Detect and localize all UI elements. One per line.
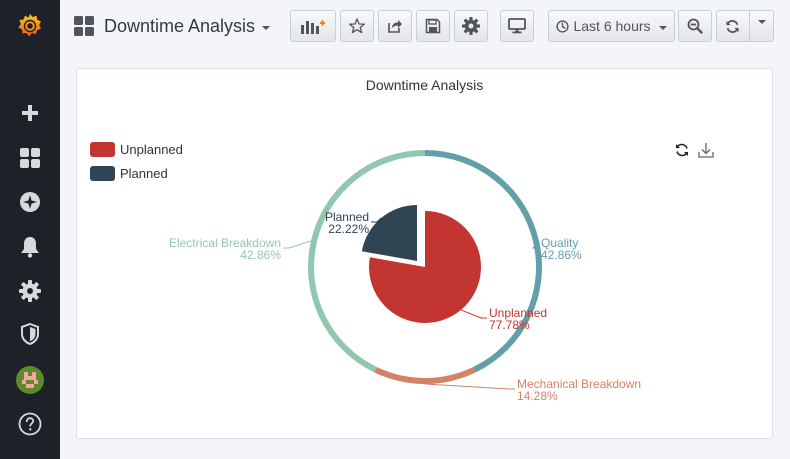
outer-slice-mechanical-breakdown[interactable] [374, 367, 476, 384]
zoom-out-button[interactable] [678, 10, 712, 42]
outer-label-line [283, 240, 312, 249]
star-icon [349, 18, 365, 34]
dashboard-title: Downtime Analysis [104, 15, 256, 36]
legend-item-planned[interactable]: Planned [90, 161, 183, 185]
dashboard-grid-icon [74, 16, 94, 36]
add-panel-button[interactable] [290, 10, 336, 42]
outer-slice-percent-electrical-breakdown: 42.86% [240, 248, 281, 262]
inner-slice-percent-unplanned: 77.78% [489, 318, 530, 332]
chevron-down-icon [262, 26, 271, 30]
pie-chart-panel: Downtime Analysis Unplanned Planned Qual… [76, 68, 773, 439]
add-panel-icon [301, 20, 325, 34]
inner-label-line [460, 309, 487, 319]
inner-slice-label-unplanned: Unplanned [489, 306, 547, 320]
alerting-bell-icon[interactable] [0, 227, 60, 267]
sidebar [0, 0, 60, 459]
outer-slice-label-mechanical-breakdown: Mechanical Breakdown [517, 377, 641, 391]
dashboard-picker[interactable]: Downtime Analysis [74, 11, 271, 41]
panel-title[interactable]: Downtime Analysis [365, 77, 484, 93]
gear-icon [462, 17, 480, 35]
save-dashboard-button[interactable] [416, 10, 450, 42]
legend-item-unplanned[interactable]: Unplanned [90, 137, 183, 161]
view-mode-button[interactable] [500, 10, 534, 42]
grafana-logo-icon[interactable] [0, 6, 60, 46]
zoom-out-icon [687, 18, 703, 34]
legend-swatch-planned [90, 165, 115, 181]
outer-slice-electrical-breakdown[interactable] [308, 150, 426, 373]
clock-icon [556, 19, 570, 33]
refresh-interval-chevron-icon[interactable] [758, 20, 766, 24]
plus-icon[interactable] [0, 93, 60, 133]
share-icon [388, 20, 402, 33]
explore-compass-icon[interactable] [0, 182, 60, 222]
legend-label: Planned [120, 165, 168, 181]
chart-legend: Unplanned Planned [90, 137, 183, 185]
inner-slice-planned[interactable] [361, 205, 417, 261]
outer-slice-percent-mechanical-breakdown: 14.28% [517, 389, 558, 403]
server-admin-shield-icon[interactable] [0, 314, 60, 354]
inner-label-line [371, 217, 382, 223]
inner-slice-label-planned: Planned [325, 210, 369, 224]
star-dashboard-button[interactable] [340, 10, 374, 42]
outer-label-line [424, 383, 515, 390]
restore-icon[interactable] [673, 141, 691, 159]
configuration-gear-icon[interactable] [0, 271, 60, 311]
user-avatar[interactable] [0, 360, 60, 400]
dashboard-navbar: Downtime Analysis Last 6 hours [60, 0, 790, 52]
legend-label: Unplanned [120, 141, 183, 157]
share-dashboard-button[interactable] [378, 10, 412, 42]
dashboards-icon[interactable] [0, 138, 60, 178]
inner-slice-unplanned[interactable] [368, 211, 481, 324]
time-range-picker[interactable]: Last 6 hours [548, 10, 675, 42]
refresh-button[interactable] [716, 10, 774, 42]
outer-label-line [531, 240, 540, 249]
outer-slice-label-electrical-breakdown: Electrical Breakdown [169, 236, 281, 250]
outer-slice-quality[interactable] [424, 150, 542, 373]
button-divider [749, 11, 750, 41]
main-area: Downtime Analysis Last 6 hours [60, 0, 790, 459]
monitor-icon [508, 18, 526, 34]
chevron-down-icon [658, 26, 667, 30]
outer-slice-percent-quality: 42.86% [541, 248, 582, 262]
legend-swatch-unplanned [90, 141, 115, 157]
outer-slice-label-quality: Quality [541, 236, 578, 250]
save-icon [425, 18, 441, 34]
time-range-label: Last 6 hours [573, 18, 651, 34]
inner-slice-percent-planned: 22.22% [328, 222, 369, 236]
refresh-icon [726, 19, 739, 33]
download-icon[interactable] [697, 141, 715, 159]
dashboard-settings-button[interactable] [454, 10, 488, 42]
help-question-icon[interactable] [0, 404, 60, 444]
